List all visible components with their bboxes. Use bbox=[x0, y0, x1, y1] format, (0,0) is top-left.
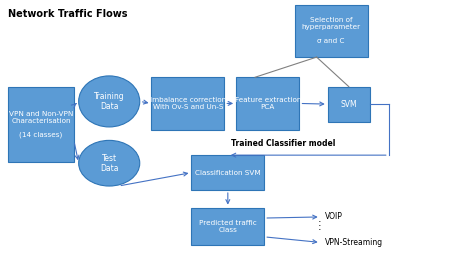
Text: Trained Classifier model: Trained Classifier model bbox=[231, 139, 336, 148]
Text: Classification SVM: Classification SVM bbox=[195, 170, 261, 176]
Text: VOIP: VOIP bbox=[325, 212, 343, 221]
FancyBboxPatch shape bbox=[295, 5, 368, 57]
Text: SVM: SVM bbox=[340, 100, 357, 109]
FancyBboxPatch shape bbox=[152, 77, 224, 130]
Text: Selection of
hyperparameter

σ and C: Selection of hyperparameter σ and C bbox=[301, 17, 361, 44]
Text: Feature extraction
PCA: Feature extraction PCA bbox=[235, 97, 301, 110]
Text: Training
Data: Training Data bbox=[94, 92, 125, 111]
Text: VPN and Non-VPN
Characterisation

(14 classes): VPN and Non-VPN Characterisation (14 cla… bbox=[9, 110, 73, 138]
FancyBboxPatch shape bbox=[191, 155, 264, 190]
Text: Test
Data: Test Data bbox=[100, 154, 118, 173]
Text: ·: · bbox=[318, 221, 321, 231]
Ellipse shape bbox=[79, 76, 140, 127]
Text: ·: · bbox=[318, 225, 321, 235]
Text: Imbalance correction
With Ov-S and Un-S: Imbalance correction With Ov-S and Un-S bbox=[150, 97, 226, 110]
FancyBboxPatch shape bbox=[191, 208, 264, 245]
FancyBboxPatch shape bbox=[8, 87, 74, 162]
Text: Network Traffic Flows: Network Traffic Flows bbox=[8, 9, 128, 19]
Text: Predicted traffic
Class: Predicted traffic Class bbox=[199, 220, 257, 233]
FancyBboxPatch shape bbox=[236, 77, 300, 130]
FancyBboxPatch shape bbox=[328, 87, 370, 122]
Text: ·: · bbox=[318, 217, 321, 227]
Ellipse shape bbox=[79, 140, 140, 186]
Text: VPN-Streaming: VPN-Streaming bbox=[325, 238, 383, 247]
